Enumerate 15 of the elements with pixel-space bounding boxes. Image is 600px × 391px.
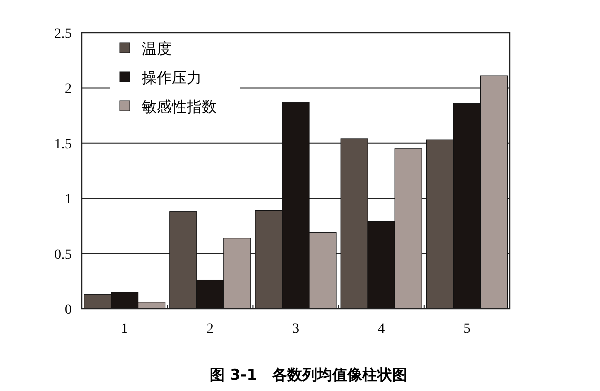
legend-label: 温度: [142, 40, 172, 58]
x-tick-label: 1: [121, 322, 128, 337]
x-tick-label: 2: [206, 322, 214, 337]
x-tick-label: 3: [292, 322, 300, 337]
y-tick-label: 0.5: [54, 248, 72, 263]
y-tick-label: 0: [65, 303, 72, 318]
y-tick-label: 2.5: [54, 27, 72, 42]
x-tick-label: 5: [464, 322, 471, 337]
y-tick-label: 1: [65, 192, 72, 208]
y-tick-label: 1.5: [54, 137, 72, 152]
x-tick-label: 4: [378, 322, 386, 337]
legend-label: 敏感性指数: [142, 98, 217, 116]
legend-label: 操作压力: [142, 69, 202, 87]
text: 图 3-1 各数列均值像柱状图: [210, 366, 408, 384]
y-tick-label: 2: [65, 82, 72, 98]
